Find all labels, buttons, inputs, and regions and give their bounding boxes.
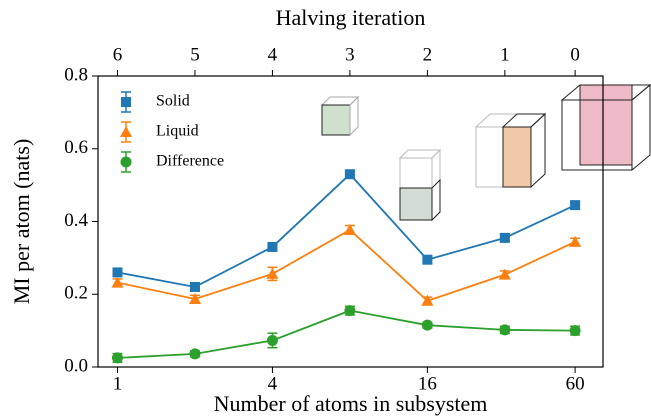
legend-label: Difference xyxy=(156,153,224,170)
marker xyxy=(570,200,580,210)
x2-tick-label: 3 xyxy=(345,44,355,65)
cube-icon xyxy=(562,85,650,170)
x-tick-label: 1 xyxy=(113,373,123,394)
marker xyxy=(267,242,277,252)
marker xyxy=(112,352,123,363)
x-axis-label: Number of atoms in subsystem xyxy=(214,391,488,416)
marker xyxy=(500,233,510,243)
y-tick-label: 0.4 xyxy=(64,210,88,231)
legend-marker xyxy=(121,97,131,107)
y-tick-label: 0.8 xyxy=(64,64,88,85)
marker xyxy=(189,348,200,359)
marker xyxy=(112,267,122,277)
cube-icon xyxy=(322,97,358,135)
cube-icon xyxy=(476,114,545,187)
marker xyxy=(422,255,432,265)
x2-tick-label: 0 xyxy=(570,44,580,65)
x2-tick-label: 1 xyxy=(500,44,510,65)
chart: 0.00.20.40.60.81416606543210Number of at… xyxy=(0,0,651,419)
x2-axis-label: Halving iteration xyxy=(276,5,426,30)
y-axis-label: MI per atom (nats) xyxy=(9,139,34,305)
marker xyxy=(266,268,278,279)
y-tick-label: 0.0 xyxy=(64,355,88,376)
marker xyxy=(345,169,355,179)
subsystem-icons xyxy=(322,85,650,220)
x2-tick-label: 5 xyxy=(190,44,200,65)
marker xyxy=(499,324,510,335)
marker xyxy=(267,335,278,346)
legend-label: Solid xyxy=(156,93,190,110)
x2-tick-label: 2 xyxy=(423,44,433,65)
cube-icon xyxy=(400,150,440,220)
x-tick-label: 60 xyxy=(566,373,585,394)
legend-marker xyxy=(121,157,132,168)
y-tick-label: 0.6 xyxy=(64,137,88,158)
marker xyxy=(422,320,433,331)
marker xyxy=(570,325,581,336)
x2-tick-label: 4 xyxy=(268,44,278,65)
legend-label: Liquid xyxy=(156,123,199,140)
x2-tick-label: 6 xyxy=(113,44,123,65)
y-tick-label: 0.2 xyxy=(64,283,88,304)
marker xyxy=(190,282,200,292)
legend-marker xyxy=(120,126,132,137)
marker xyxy=(344,305,355,316)
